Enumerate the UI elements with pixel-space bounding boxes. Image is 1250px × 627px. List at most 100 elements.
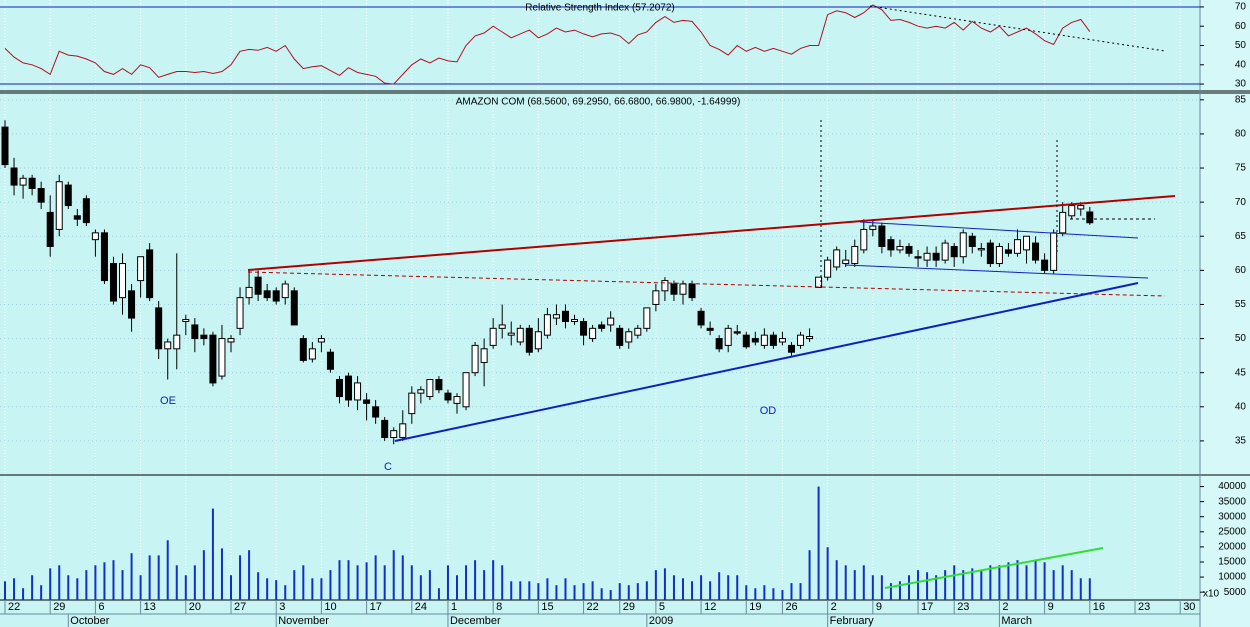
volume-bar <box>917 570 920 600</box>
volume-bar <box>944 570 947 600</box>
volume-bar <box>275 580 278 600</box>
candle-body <box>426 379 434 398</box>
volume-bar <box>401 555 404 600</box>
volume-bar <box>419 575 422 600</box>
candle-body <box>55 181 63 230</box>
candle-body <box>571 318 579 323</box>
candle-body <box>507 332 515 336</box>
candle-body <box>941 242 949 261</box>
volume-bar <box>1025 565 1028 600</box>
candle-body <box>245 286 253 299</box>
y-tick-label: 30 <box>1235 79 1247 90</box>
candle-body <box>977 248 985 251</box>
volume-bar <box>727 575 730 600</box>
volume-bar <box>202 550 205 600</box>
candle-body <box>128 290 136 319</box>
y-tick-label: 60 <box>1235 21 1247 32</box>
x-tick-label: 27 <box>234 601 246 613</box>
volume-bar <box>76 578 79 600</box>
volume-bar <box>483 570 486 600</box>
candle-body <box>1068 205 1076 217</box>
candle-body <box>878 225 886 247</box>
candle-body <box>561 310 569 323</box>
volume-bar <box>736 575 739 600</box>
volume-bar <box>1079 578 1082 600</box>
candle-body <box>200 334 208 340</box>
candle-body <box>697 310 705 326</box>
x-tick-label: 6 <box>98 601 104 613</box>
candle-body <box>109 263 117 302</box>
candle-body <box>28 177 36 189</box>
volume-bar <box>826 547 829 600</box>
volume-bar <box>31 575 34 600</box>
y-tick-label: 65 <box>1235 231 1247 242</box>
candle-body <box>498 324 506 329</box>
candle-body <box>607 317 615 326</box>
y-tick-label: 50 <box>1235 333 1247 344</box>
candle-body <box>869 225 877 230</box>
x-tick-label: 22 <box>587 601 599 613</box>
volume-bar <box>871 575 874 600</box>
volume-bar <box>853 570 856 600</box>
volume-bar <box>971 568 974 600</box>
candle-body <box>64 184 72 207</box>
x-tick-label: 17 <box>921 601 933 613</box>
candle-body <box>1041 259 1049 271</box>
candle-body <box>10 167 18 186</box>
volume-trendline <box>884 547 1104 589</box>
volume-bar <box>492 560 495 600</box>
month-label: December <box>450 615 501 627</box>
volume-bar <box>1034 560 1037 600</box>
volume-bar <box>293 570 296 600</box>
candle-body <box>661 280 669 292</box>
x-tick-label: 19 <box>749 601 761 613</box>
candle-body <box>914 256 922 259</box>
candle-body <box>326 351 334 370</box>
volume-bar <box>356 565 359 600</box>
volume-bar <box>157 555 160 600</box>
candle-body <box>1004 249 1012 254</box>
volume-bar <box>40 585 43 600</box>
candle-body <box>778 338 786 343</box>
candle-body <box>887 239 895 251</box>
candle-body <box>399 423 407 438</box>
volume-bar <box>691 581 694 600</box>
volume-bar <box>284 585 287 600</box>
candle-body <box>534 331 542 350</box>
volume-bar <box>745 585 748 600</box>
volume-bar <box>546 578 549 600</box>
volume-scale-label: x10 <box>1203 589 1220 600</box>
y-tick-label: 40000 <box>1218 481 1246 492</box>
candle-body <box>1013 239 1021 254</box>
volume-bar <box>338 560 341 600</box>
candle-body <box>73 215 81 220</box>
volume-bar <box>772 588 775 600</box>
volume-bar <box>790 583 793 600</box>
volume-bar <box>926 572 929 600</box>
volume-bar <box>175 565 178 600</box>
volume-bar <box>329 570 332 600</box>
volume-bar <box>374 555 377 600</box>
x-tick-label: 12 <box>704 601 716 613</box>
candle-body <box>164 341 172 350</box>
x-tick-label: 26 <box>785 601 797 613</box>
candle-body <box>335 379 343 398</box>
volume-bar <box>989 565 992 600</box>
volume-bar <box>672 575 675 600</box>
volume-bar <box>474 560 477 600</box>
rsi-title: Relative Strength Index (57.2072) <box>525 3 675 14</box>
candle-body <box>616 327 624 346</box>
volume-bar <box>446 565 449 600</box>
candle-body <box>896 245 904 251</box>
x-tick-label: 23 <box>1138 601 1150 613</box>
candle-body <box>923 252 931 261</box>
volume-bar <box>94 565 97 600</box>
volume-bar <box>627 585 630 600</box>
support-line <box>394 282 1139 442</box>
volume-bar <box>121 570 124 600</box>
volume-bar <box>166 540 169 600</box>
volume-bar <box>1016 560 1019 600</box>
y-tick-label: 55 <box>1235 299 1247 310</box>
